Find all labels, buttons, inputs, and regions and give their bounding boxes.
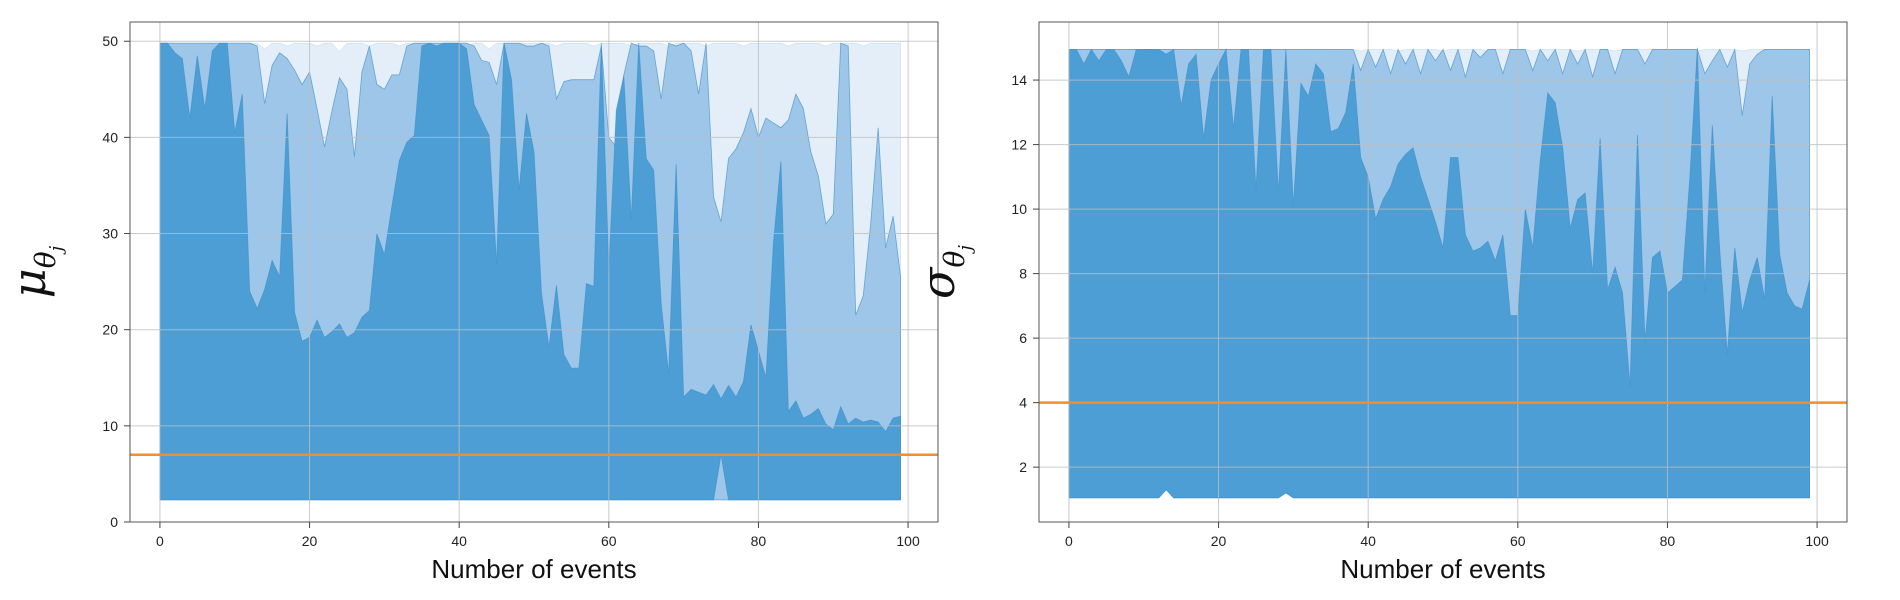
axes-frame <box>1038 21 1848 523</box>
y-tick-label: 40 <box>102 129 118 145</box>
y-tick-label: 14 <box>1011 72 1027 88</box>
y-axis-subscript: θ <box>938 251 971 268</box>
y-tick-label: 6 <box>1019 330 1027 346</box>
x-tick-label: 20 <box>1211 533 1227 549</box>
y-axis-subscript: θ <box>29 251 62 268</box>
y-tick-label: 20 <box>102 322 118 338</box>
y-axis-symbol: μ <box>2 268 56 298</box>
bands <box>159 42 901 501</box>
x-tick-label: 100 <box>896 533 920 549</box>
x-axis-label: Number of events <box>1340 554 1545 584</box>
y-tick-label: 2 <box>1019 459 1027 475</box>
x-tick-label: 0 <box>156 533 164 549</box>
x-tick-label: 40 <box>1360 533 1376 549</box>
x-tick-label: 20 <box>302 533 318 549</box>
x-tick-label: 0 <box>1065 533 1073 549</box>
y-tick-label: 0 <box>110 514 118 530</box>
y-axis-label: σθj <box>911 245 976 299</box>
grid <box>1039 22 1847 522</box>
y-tick-label: 4 <box>1019 395 1027 411</box>
band-inner <box>159 42 901 501</box>
bands <box>1068 47 1810 499</box>
x-axis-label: Number of events <box>431 554 636 584</box>
y-tick-label: 10 <box>102 418 118 434</box>
axes-frame <box>129 21 939 523</box>
y-tick-label: 50 <box>102 33 118 49</box>
x-tick-label: 80 <box>751 533 767 549</box>
y-axis-subsubscript: j <box>955 245 976 255</box>
x-tick-label: 100 <box>1805 533 1829 549</box>
y-tick-label: 8 <box>1019 266 1027 282</box>
x-tick-label: 80 <box>1660 533 1676 549</box>
x-tick-label: 40 <box>451 533 467 549</box>
chart-mu-theta: 0 20 40 60 80 100 0 10 20 30 40 50 Number of events μ… <box>2 21 939 584</box>
y-axis-subsubscript: j <box>46 245 67 255</box>
y-tick-label: 10 <box>1011 201 1027 217</box>
chart-sigma-theta: 0 20 40 60 80 100 2 4 6 8 10 12 14 Number of events σθ… <box>911 21 1848 584</box>
x-tick-label: 60 <box>601 533 617 549</box>
x-tick-label: 60 <box>1510 533 1526 549</box>
y-tick-label: 30 <box>102 226 118 242</box>
y-axis-symbol: σ <box>911 266 965 299</box>
y-axis-label: μθj <box>2 245 67 298</box>
y-tick-label: 12 <box>1011 137 1027 153</box>
band-inner <box>1068 47 1810 499</box>
